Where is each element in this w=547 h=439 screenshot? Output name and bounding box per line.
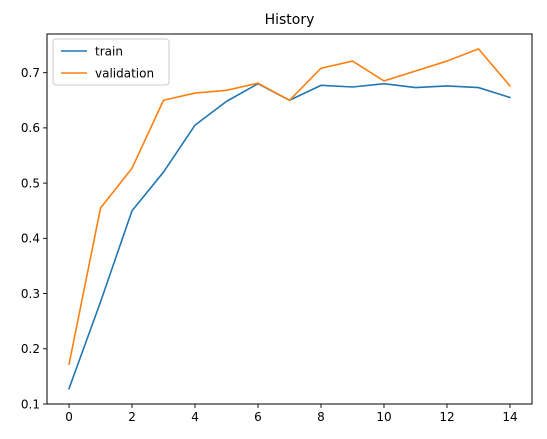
y-tick-label: 0.6 (21, 121, 40, 135)
x-tick-label: 2 (128, 410, 136, 424)
y-axis: 0.1 0.2 0.3 0.4 0.5 0.6 0.7 (21, 66, 47, 411)
legend: train validation (52, 38, 170, 86)
y-tick-label: 0.2 (21, 342, 40, 356)
y-tick-label: 0.3 (21, 287, 40, 301)
y-tick-label: 0.4 (21, 232, 40, 246)
x-tick-label: 14 (502, 410, 517, 424)
x-axis: 0 2 4 6 8 10 12 14 (65, 404, 518, 424)
series-line-validation (68, 48, 512, 366)
series-layer (68, 48, 512, 390)
legend-label-validation: validation (95, 66, 154, 80)
x-tick-label: 4 (191, 410, 199, 424)
chart-title: History (265, 12, 315, 28)
y-tick-label: 0.1 (21, 397, 40, 411)
x-tick-label: 6 (254, 410, 262, 424)
legend-label-train: train (95, 44, 123, 58)
series-line-train (68, 82, 511, 390)
y-tick-label: 0.5 (21, 176, 40, 190)
x-tick-label: 0 (65, 410, 73, 424)
x-tick-label: 8 (317, 410, 325, 424)
x-tick-label: 12 (439, 410, 454, 424)
plot-frame (46, 33, 533, 405)
x-tick-label: 10 (376, 410, 391, 424)
y-tick-label: 0.7 (21, 66, 40, 80)
